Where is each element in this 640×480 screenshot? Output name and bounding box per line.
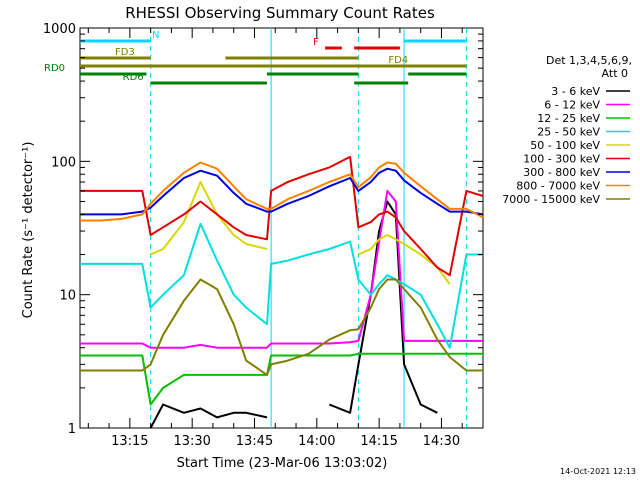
x-tick-label: 14:00 [298, 434, 335, 449]
y-axis-ticks: 1 10 100 1000 [43, 22, 483, 437]
y-tick-label: 1 [68, 422, 76, 437]
flag-label-fd4: FD4 [388, 55, 408, 66]
y-tick-label: 1000 [43, 22, 76, 37]
x-tick-label: 14:15 [360, 434, 397, 449]
series-line-100-300-kev [80, 155, 484, 277]
series-line-800-7000-kev [80, 161, 484, 222]
flag-label-rd6: RD6 [123, 72, 144, 83]
x-tick-label: 14:30 [423, 434, 460, 449]
series-line-12-25-kev [80, 352, 483, 406]
legend-label-800-7000-kev: 800 - 7000 keV [516, 180, 600, 193]
legend-label-300-800-kev: 300 - 800 keV [523, 166, 600, 179]
y-axis-label: Count Rate (s⁻¹ detector⁻¹) [21, 142, 36, 319]
legend-label-25-50-kev: 25 - 50 keV [537, 126, 600, 139]
vertical-markers [150, 28, 467, 428]
series-lines [80, 155, 484, 429]
flag-label-fd3: FD3 [115, 47, 135, 58]
series-line-25-50-kev [80, 222, 483, 349]
legend-header-line-2: Att 0 [602, 67, 628, 80]
legend-label-50-100-kev: 50 - 100 keV [530, 139, 600, 152]
legend-label-7000-15000-kev: 7000 - 15000 keV [502, 193, 600, 206]
flag-bars: N F FD3 FD4 RD0 RD6 [44, 30, 467, 85]
legend-label-3-6-kev: 3 - 6 keV [551, 85, 600, 98]
y-tick-label: 10 [59, 289, 76, 304]
series-line-300-800-kev [80, 167, 484, 216]
flag-label-n: N [152, 30, 159, 41]
chart-title: RHESSI Observing Summary Count Rates [125, 4, 435, 22]
x-tick-label: 13:30 [173, 434, 210, 449]
series-line-7000-15000-kev [80, 278, 483, 376]
legend-label-100-300-kev: 100 - 300 keV [523, 153, 600, 166]
plot-frame [79, 27, 484, 429]
legend-header-line-1: Det 1,3,4,5,6,9, [546, 54, 632, 67]
series-line-50-100-kev [150, 181, 451, 285]
x-tick-label: 13:15 [111, 434, 148, 449]
legend-label-6-12-kev: 6 - 12 keV [544, 99, 600, 112]
y-tick-label: 100 [51, 155, 76, 170]
x-axis-ticks: 13:15 13:30 13:45 14:00 14:15 14:30 [87, 28, 484, 449]
footer-timestamp: 14-Oct-2021 12:13 [560, 467, 636, 476]
flag-label-f: F [313, 37, 319, 48]
flag-label-rd0: RD0 [44, 63, 65, 74]
series-line-3-6-kev [149, 200, 438, 429]
x-axis-label: Start Time (23-Mar-06 13:03:02) [177, 456, 388, 471]
x-tick-label: 13:45 [236, 434, 273, 449]
legend-label-12-25-kev: 12 - 25 keV [537, 112, 600, 125]
